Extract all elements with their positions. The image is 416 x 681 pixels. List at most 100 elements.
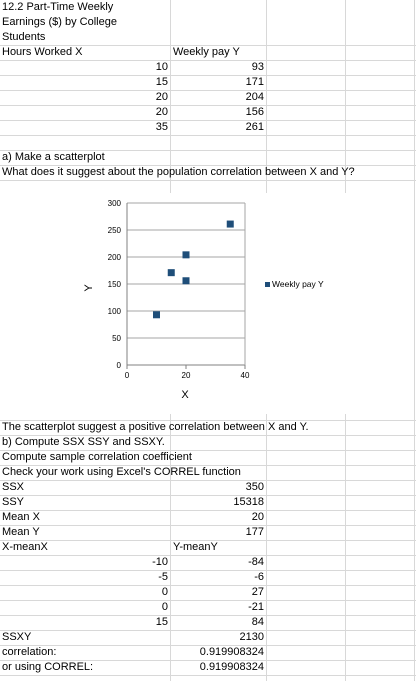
- row-divider: [0, 525, 416, 526]
- x-axis-label: X: [181, 389, 189, 401]
- row-divider: [0, 630, 416, 631]
- y-axis-label: Y: [83, 284, 95, 292]
- question-a-detail[interactable]: What does it suggest about the populatio…: [2, 166, 355, 178]
- row-divider: [0, 45, 416, 46]
- stat-label-ssy[interactable]: SSY: [2, 496, 25, 508]
- stat-label-mean-x[interactable]: Mean X: [2, 511, 40, 523]
- dev-x[interactable]: -5: [158, 571, 168, 583]
- dev-y[interactable]: -6: [254, 571, 264, 583]
- row-divider: [0, 105, 416, 106]
- dev-x[interactable]: 15: [155, 616, 168, 628]
- y-tick-label: 300: [108, 199, 122, 208]
- correlation-label[interactable]: correlation:: [2, 646, 57, 658]
- cell-y[interactable]: 171: [245, 76, 264, 88]
- cell-x[interactable]: 20: [155, 91, 168, 103]
- row-divider: [0, 510, 416, 511]
- header-x-minus-mean[interactable]: X-meanX: [2, 541, 48, 553]
- y-tick-label: 0: [117, 361, 122, 370]
- x-tick-label: 20: [182, 371, 191, 380]
- x-tick-label: 40: [241, 371, 250, 380]
- stat-value-mean-y[interactable]: 177: [245, 526, 264, 538]
- y-tick-label: 200: [108, 253, 122, 262]
- data-point: [182, 277, 190, 285]
- row-divider: [0, 585, 416, 586]
- stat-value-mean-x[interactable]: 20: [251, 511, 264, 523]
- row-divider: [0, 120, 416, 121]
- compute-instruction[interactable]: Compute sample correlation coefficient: [2, 451, 192, 463]
- column-divider: [414, 0, 415, 681]
- cell-x[interactable]: 10: [155, 61, 168, 73]
- row-divider: [0, 420, 416, 421]
- row-divider: [0, 165, 416, 166]
- row-divider: [0, 540, 416, 541]
- dev-x[interactable]: 0: [161, 586, 168, 598]
- dev-x[interactable]: 0: [161, 601, 168, 613]
- legend-label: Weekly pay Y: [272, 279, 324, 289]
- question-a[interactable]: a) Make a scatterplot: [2, 151, 105, 163]
- stat-value-ssx[interactable]: 350: [245, 481, 264, 493]
- dev-x[interactable]: -10: [152, 556, 168, 568]
- cell-y[interactable]: 204: [245, 91, 264, 103]
- data-points: [153, 220, 234, 319]
- row-divider: [0, 75, 416, 76]
- row-divider: [0, 555, 416, 556]
- header-weekly-pay[interactable]: Weekly pay Y: [173, 46, 240, 58]
- header-hours-worked[interactable]: Hours Worked X: [2, 46, 83, 58]
- stat-label-ssx[interactable]: SSX: [2, 481, 25, 493]
- answer-a[interactable]: The scatterplot suggest a positive corre…: [2, 421, 309, 433]
- data-point: [182, 251, 190, 259]
- stat-label-mean-y[interactable]: Mean Y: [2, 526, 40, 538]
- correl-label[interactable]: or using CORREL:: [2, 661, 94, 673]
- question-b[interactable]: b) Compute SSX SSY and SSXY.: [2, 436, 165, 448]
- legend-marker: [265, 282, 270, 287]
- row-divider: [0, 465, 416, 466]
- cell-y[interactable]: 156: [245, 106, 264, 118]
- row-divider: [0, 480, 416, 481]
- y-tick-labels: 0 50 100 150 200 250 300: [108, 199, 122, 370]
- data-point: [167, 269, 175, 277]
- cell-y[interactable]: 261: [245, 121, 264, 133]
- chart-axes: [126, 203, 246, 369]
- row-divider: [0, 645, 416, 646]
- dev-y[interactable]: -21: [248, 601, 264, 613]
- row-divider: [0, 615, 416, 616]
- stat-value-ssy[interactable]: 15318: [233, 496, 264, 508]
- ssxy-value[interactable]: 2130: [239, 631, 264, 643]
- row-divider: [0, 660, 416, 661]
- row-divider: [0, 135, 416, 136]
- check-instruction[interactable]: Check your work using Excel's CORREL fun…: [2, 466, 241, 478]
- scatter-chart-svg: 0 50 100 150 200 250 300 0 20 40 X Y Weekly pay …: [83, 199, 324, 401]
- row-divider: [0, 180, 416, 181]
- row-divider: [0, 435, 416, 436]
- cell-x[interactable]: 15: [155, 76, 168, 88]
- y-tick-label: 150: [108, 280, 122, 289]
- scatter-chart[interactable]: 0 50 100 150 200 250 300 0 20 40 X Y Weekly pay …: [82, 193, 353, 414]
- dev-y[interactable]: 84: [251, 616, 264, 628]
- y-tick-label: 100: [108, 307, 122, 316]
- row-divider: [0, 90, 416, 91]
- title-line[interactable]: Students: [2, 31, 46, 43]
- data-point: [153, 311, 160, 319]
- y-tick-label: 50: [112, 334, 121, 343]
- row-divider: [0, 675, 416, 676]
- title-line[interactable]: 12.2 Part-Time Weekly: [2, 1, 114, 13]
- correlation-value[interactable]: 0.919908324: [199, 646, 264, 658]
- x-tick-label: 0: [125, 371, 130, 380]
- cell-y[interactable]: 93: [251, 61, 264, 73]
- header-y-minus-mean[interactable]: Y-meanY: [173, 541, 218, 553]
- cell-x[interactable]: 35: [155, 121, 168, 133]
- cell-x[interactable]: 20: [155, 106, 168, 118]
- dev-y[interactable]: -84: [248, 556, 264, 568]
- ssxy-label[interactable]: SSXY: [2, 631, 32, 643]
- data-point: [226, 220, 234, 228]
- x-tick-labels: 0 20 40: [125, 371, 250, 380]
- dev-y[interactable]: 27: [251, 586, 264, 598]
- y-tick-label: 250: [108, 226, 122, 235]
- row-divider: [0, 600, 416, 601]
- row-divider: [0, 60, 416, 61]
- correl-value[interactable]: 0.919908324: [199, 661, 264, 673]
- row-divider: [0, 150, 416, 151]
- row-divider: [0, 495, 416, 496]
- title-line[interactable]: Earnings ($) by College: [2, 16, 117, 28]
